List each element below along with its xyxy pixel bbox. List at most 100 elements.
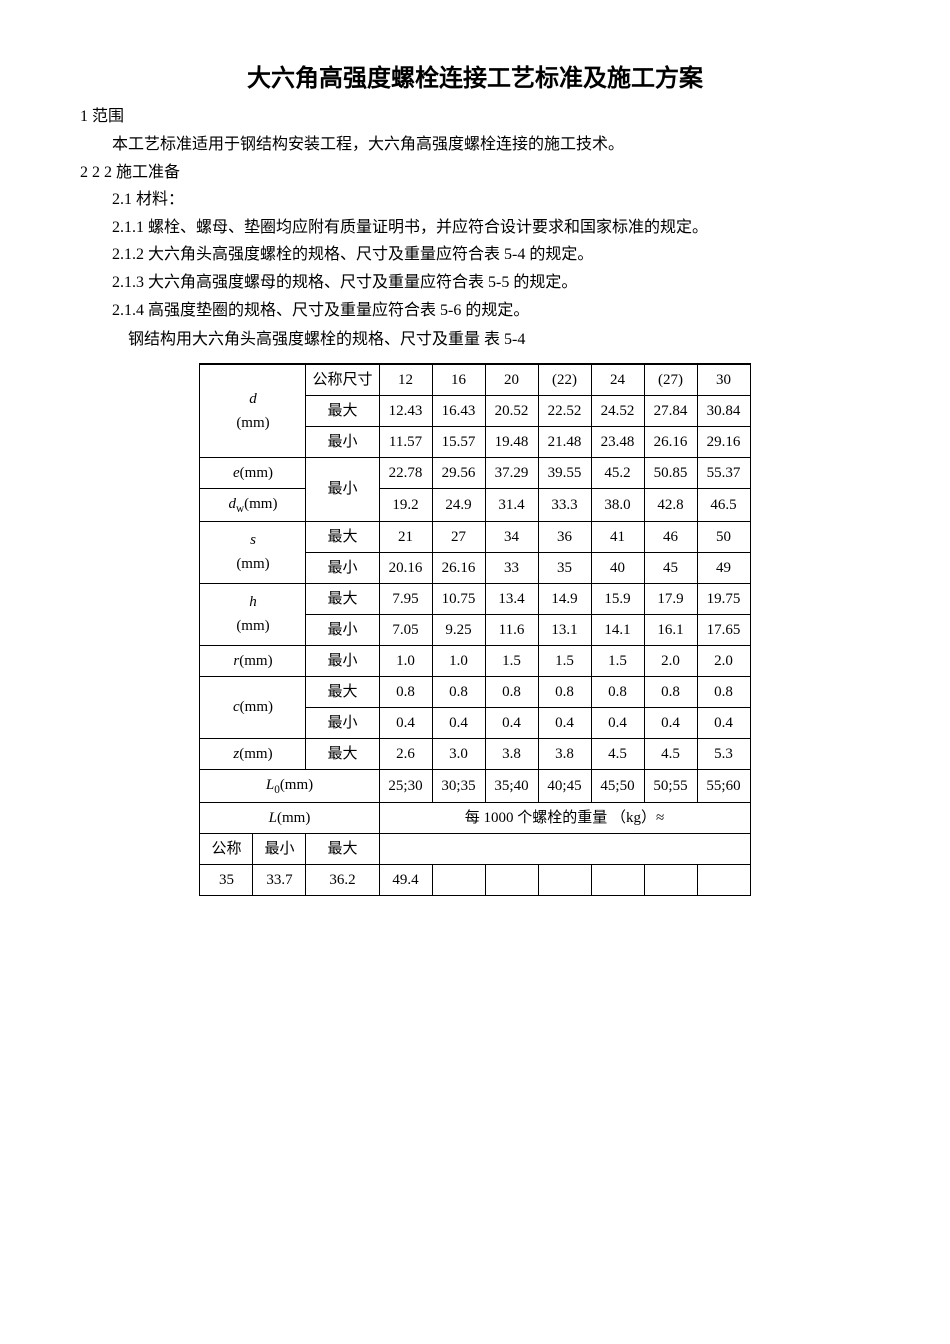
h-max-label: 最大 bbox=[306, 583, 379, 614]
r-min-0: 1.0 bbox=[379, 645, 432, 676]
e-min-5: 50.85 bbox=[644, 457, 697, 488]
s-max-5: 46 bbox=[644, 521, 697, 552]
e-min-2: 37.29 bbox=[485, 457, 538, 488]
h-min-3: 13.1 bbox=[538, 614, 591, 645]
d-min-1: 15.57 bbox=[432, 426, 485, 457]
h-label: h bbox=[249, 594, 257, 610]
s-unit: (mm) bbox=[236, 556, 269, 572]
z-unit: (mm) bbox=[239, 746, 272, 762]
c-label-cell: c(mm) bbox=[200, 676, 306, 738]
table-row: r(mm) 最小 1.0 1.0 1.5 1.5 1.5 2.0 2.0 bbox=[200, 645, 750, 676]
table-row: s(mm) 最大 21 27 34 36 41 46 50 bbox=[200, 521, 750, 552]
dw-label-cell: dw(mm) bbox=[200, 488, 306, 521]
table-row: h(mm) 最大 7.95 10.75 13.4 14.9 15.9 17.9 … bbox=[200, 583, 750, 614]
e-min-4: 45.2 bbox=[591, 457, 644, 488]
table-row: 35 33.7 36.2 49.4 bbox=[200, 864, 750, 895]
c-max-label: 最大 bbox=[306, 676, 379, 707]
dw-unit: (mm) bbox=[244, 496, 277, 512]
L35-max: 36.2 bbox=[306, 864, 379, 895]
h-min-2: 11.6 bbox=[485, 614, 538, 645]
e-min-0: 22.78 bbox=[379, 457, 432, 488]
s-min-2: 33 bbox=[485, 552, 538, 583]
L-unit: (mm) bbox=[277, 810, 310, 826]
s-min-1: 26.16 bbox=[432, 552, 485, 583]
c-min-5: 0.4 bbox=[644, 707, 697, 738]
c-max-3: 0.8 bbox=[538, 676, 591, 707]
c-min-label: 最小 bbox=[306, 707, 379, 738]
L35-nominal: 35 bbox=[200, 864, 253, 895]
c-min-4: 0.4 bbox=[591, 707, 644, 738]
e-dw-min-label: 最小 bbox=[306, 457, 379, 521]
c-unit: (mm) bbox=[240, 699, 273, 715]
s-min-3: 35 bbox=[538, 552, 591, 583]
table-row: c(mm) 最大 0.8 0.8 0.8 0.8 0.8 0.8 0.8 bbox=[200, 676, 750, 707]
z-label-cell: z(mm) bbox=[200, 738, 306, 769]
d-max-label: 最大 bbox=[306, 395, 379, 426]
h-max-1: 10.75 bbox=[432, 583, 485, 614]
section-1-body: 本工艺标准适用于钢结构安装工程，大六角高强度螺栓连接的施工技术。 bbox=[80, 132, 870, 158]
h-min-1: 9.25 bbox=[432, 614, 485, 645]
L0-5: 50;55 bbox=[644, 769, 697, 802]
L-min-label: 最小 bbox=[253, 833, 306, 864]
z-max-3: 3.8 bbox=[538, 738, 591, 769]
dw-min-6: 46.5 bbox=[697, 488, 750, 521]
d-max-3: 22.52 bbox=[538, 395, 591, 426]
z-max-1: 3.0 bbox=[432, 738, 485, 769]
z-max-5: 4.5 bbox=[644, 738, 697, 769]
c-min-6: 0.4 bbox=[697, 707, 750, 738]
s-max-4: 41 bbox=[591, 521, 644, 552]
table-row: dw(mm) 19.2 24.9 31.4 33.3 38.0 42.8 46.… bbox=[200, 488, 750, 521]
bolt-spec-table: d(mm) 公称尺寸 12 16 20 (22) 24 (27) 30 最大 1… bbox=[199, 363, 750, 896]
col-20: 20 bbox=[485, 364, 538, 396]
L35-min: 33.7 bbox=[253, 864, 306, 895]
d-min-2: 19.48 bbox=[485, 426, 538, 457]
d-max-0: 12.43 bbox=[379, 395, 432, 426]
h-min-4: 14.1 bbox=[591, 614, 644, 645]
h-max-0: 7.95 bbox=[379, 583, 432, 614]
d-min-label: 最小 bbox=[306, 426, 379, 457]
s-label-cell: s(mm) bbox=[200, 521, 306, 583]
h-max-6: 19.75 bbox=[697, 583, 750, 614]
d-label-cell: d(mm) bbox=[200, 364, 306, 458]
dw-label: d bbox=[229, 496, 237, 512]
h-label-cell: h(mm) bbox=[200, 583, 306, 645]
c-max-2: 0.8 bbox=[485, 676, 538, 707]
table-caption: 钢结构用大六角头高强度螺栓的规格、尺寸及重量 表 5-4 bbox=[80, 327, 870, 353]
r-min-6: 2.0 bbox=[697, 645, 750, 676]
c-min-3: 0.4 bbox=[538, 707, 591, 738]
col-16: 16 bbox=[432, 364, 485, 396]
h-min-label: 最小 bbox=[306, 614, 379, 645]
s-max-6: 50 bbox=[697, 521, 750, 552]
L0-unit: (mm) bbox=[280, 777, 313, 793]
L35-w1: 49.4 bbox=[379, 864, 432, 895]
h-min-6: 17.65 bbox=[697, 614, 750, 645]
s-min-4: 40 bbox=[591, 552, 644, 583]
d-min-3: 21.48 bbox=[538, 426, 591, 457]
dw-min-2: 31.4 bbox=[485, 488, 538, 521]
s-max-label: 最大 bbox=[306, 521, 379, 552]
d-min-6: 29.16 bbox=[697, 426, 750, 457]
s-min-6: 49 bbox=[697, 552, 750, 583]
dw-min-0: 19.2 bbox=[379, 488, 432, 521]
d-min-4: 23.48 bbox=[591, 426, 644, 457]
z-max-6: 5.3 bbox=[697, 738, 750, 769]
c-min-0: 0.4 bbox=[379, 707, 432, 738]
table-row: e(mm) 最小 22.78 29.56 37.29 39.55 45.2 50… bbox=[200, 457, 750, 488]
page-title: 大六角高强度螺栓连接工艺标准及施工方案 bbox=[80, 60, 870, 98]
c-max-6: 0.8 bbox=[697, 676, 750, 707]
r-min-1: 1.0 bbox=[432, 645, 485, 676]
col-12: 12 bbox=[379, 364, 432, 396]
d-max-6: 30.84 bbox=[697, 395, 750, 426]
section-2-label: 2 2 2 施工准备 bbox=[80, 160, 870, 186]
table-row: z(mm) 最大 2.6 3.0 3.8 3.8 4.5 4.5 5.3 bbox=[200, 738, 750, 769]
d-min-0: 11.57 bbox=[379, 426, 432, 457]
c-max-5: 0.8 bbox=[644, 676, 697, 707]
L0-label: L bbox=[266, 777, 274, 793]
r-min-label: 最小 bbox=[306, 645, 379, 676]
table-row: L(mm) 每 1000 个螺栓的重量 （kg）≈ bbox=[200, 802, 750, 833]
dw-min-1: 24.9 bbox=[432, 488, 485, 521]
col-27: (27) bbox=[644, 364, 697, 396]
weight-blank bbox=[379, 833, 750, 864]
col-22: (22) bbox=[538, 364, 591, 396]
r-unit: (mm) bbox=[239, 653, 272, 669]
